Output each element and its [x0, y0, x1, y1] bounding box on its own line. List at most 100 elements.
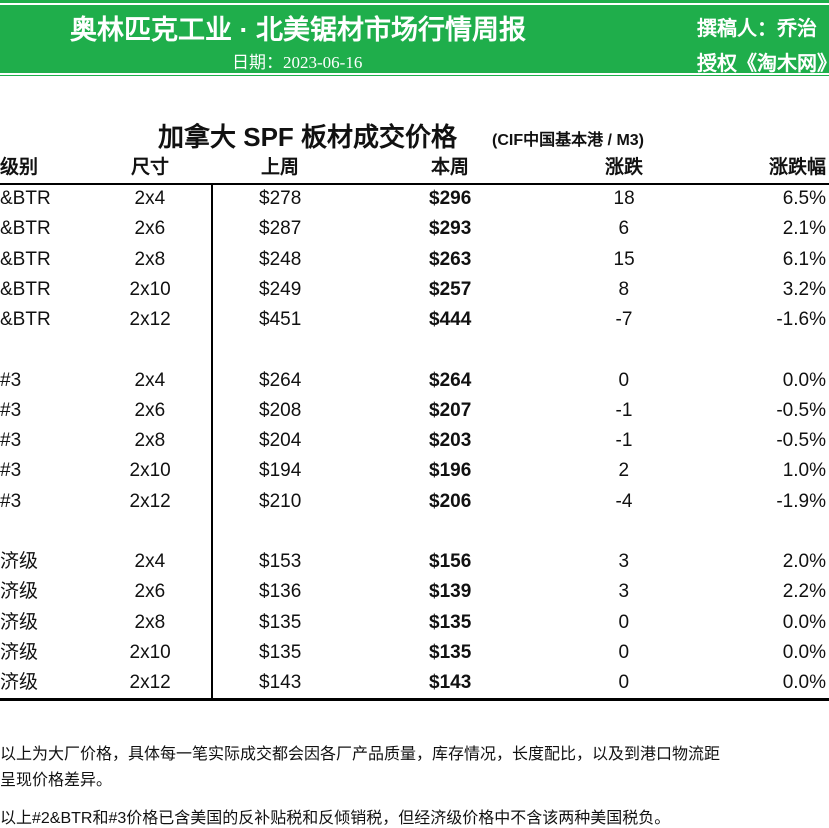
column-header: 涨跌	[605, 157, 644, 178]
table-cell: $153	[259, 551, 302, 572]
table-subtitle: (CIF中国基本港 / M3)	[492, 132, 644, 149]
table-cell: 1.0%	[782, 460, 826, 482]
table-cell: 济级	[0, 611, 39, 633]
table-cell: $143	[429, 672, 472, 693]
table-cell: 2x8	[134, 430, 166, 451]
table-cell: $196	[429, 460, 472, 482]
header-rule	[0, 183, 829, 185]
table-cell: 2x4	[134, 188, 166, 209]
table-cell: $264	[429, 369, 472, 391]
table-cell: &BTR	[0, 248, 51, 270]
banner-line	[0, 73, 829, 75]
table-cell: $287	[259, 218, 302, 240]
table-cell: -1	[615, 399, 633, 421]
table-cell: 8	[618, 278, 630, 300]
table-cell: 2x4	[134, 551, 166, 572]
table-cell: #3	[0, 490, 22, 512]
table-cell: 2	[618, 460, 630, 482]
table-cell: $293	[429, 218, 472, 240]
table-cell: 2x12	[129, 309, 171, 330]
bottom-rule	[0, 698, 829, 701]
column-header: 尺寸	[131, 157, 170, 178]
report-author: 撰稿人：乔治	[697, 18, 817, 40]
table-cell: $135	[429, 641, 472, 663]
table-cell: 2.1%	[782, 218, 826, 240]
table-cell: 2x8	[134, 248, 166, 270]
table-cell: 0.0%	[782, 672, 826, 693]
table-cell: &BTR	[0, 218, 51, 240]
table-cell: $156	[429, 551, 472, 572]
table-cell: 济级	[0, 581, 39, 603]
table-cell: $136	[259, 581, 302, 603]
table-cell: 3	[618, 581, 630, 603]
table-cell: -0.5%	[776, 430, 826, 451]
table-cell: -1	[615, 430, 633, 451]
table-cell: 2x4	[134, 369, 166, 391]
note: 以上为大厂价格，具体每一笔实际成交都会因各厂产品质量，库存情况，长度配比，以及到…	[0, 746, 721, 763]
table-cell: $248	[259, 248, 302, 270]
table-cell: $451	[259, 309, 302, 330]
table-cell: 3.2%	[782, 278, 826, 300]
table-cell: $263	[429, 248, 472, 270]
table-cell: 3	[618, 551, 630, 572]
table-cell: -4	[615, 490, 633, 512]
table-cell: $264	[259, 369, 302, 391]
column-header: 级别	[0, 157, 39, 178]
column-header: 本周	[431, 157, 470, 178]
table-cell: 济级	[0, 551, 39, 572]
table-cell: 0	[618, 641, 630, 663]
table-cell: 2.2%	[782, 581, 826, 603]
table-title: 加拿大 SPF 板材成交价格	[158, 122, 458, 152]
note: 以上#2&BTR和#3价格已含美国的反补贴税和反倾销税，但经济级价格中不含该两种…	[0, 810, 671, 827]
table-cell: $135	[259, 611, 302, 633]
table-cell: 15	[613, 248, 635, 270]
table-cell: 6	[618, 218, 630, 240]
table-cell: 0	[618, 672, 630, 693]
header-banner	[0, 0, 829, 76]
table-cell: 2x10	[129, 278, 171, 300]
table-cell: 2x6	[134, 581, 166, 603]
table-cell: $257	[429, 278, 472, 300]
table-cell: #3	[0, 430, 22, 451]
table-cell: $249	[259, 278, 302, 300]
table-cell: -1.9%	[776, 490, 826, 512]
table-cell: 0.0%	[782, 369, 826, 391]
table-cell: 6.5%	[782, 188, 826, 209]
table-cell: $278	[259, 188, 302, 209]
table-cell: -1.6%	[776, 309, 826, 330]
table-cell: 2x6	[134, 218, 166, 240]
table-cell: $207	[429, 399, 472, 421]
banner-line	[0, 3, 829, 5]
table-cell: $296	[429, 188, 472, 209]
table-cell: 济级	[0, 641, 39, 663]
table-cell: 2x10	[129, 641, 171, 663]
table-cell: &BTR	[0, 188, 51, 209]
table-cell: 0	[618, 611, 630, 633]
table-cell: &BTR	[0, 309, 51, 330]
column-header: 涨跌幅	[768, 157, 826, 178]
table-cell: 2x10	[129, 460, 171, 482]
report-title: 奥林匹克工业 · 北美锯材市场行情周报	[70, 15, 526, 45]
note: 呈现价格差异。	[0, 772, 113, 789]
table-cell: 2.0%	[782, 551, 826, 572]
table-cell: $204	[259, 430, 302, 451]
report-date: 日期：2023-06-16	[232, 53, 363, 72]
table-cell: $210	[259, 490, 302, 512]
table-cell: #3	[0, 460, 22, 482]
table-cell: 2x12	[129, 672, 171, 693]
table-cell: $203	[429, 430, 472, 451]
table-cell: #3	[0, 399, 22, 421]
table-cell: -0.5%	[776, 399, 826, 421]
table-cell: $206	[429, 490, 472, 512]
table-cell: 0	[618, 369, 630, 391]
table-cell: &BTR	[0, 278, 51, 300]
table-cell: 0.0%	[782, 611, 826, 633]
report-rights: 授权《淘木网》	[697, 53, 829, 75]
table-cell: 2x12	[129, 490, 171, 512]
table-cell: #3	[0, 369, 22, 391]
table-cell: $135	[259, 641, 302, 663]
table-cell: $444	[429, 309, 472, 330]
table-cell: $208	[259, 399, 302, 421]
table-cell: 18	[613, 188, 635, 209]
table-cell: $135	[429, 611, 472, 633]
